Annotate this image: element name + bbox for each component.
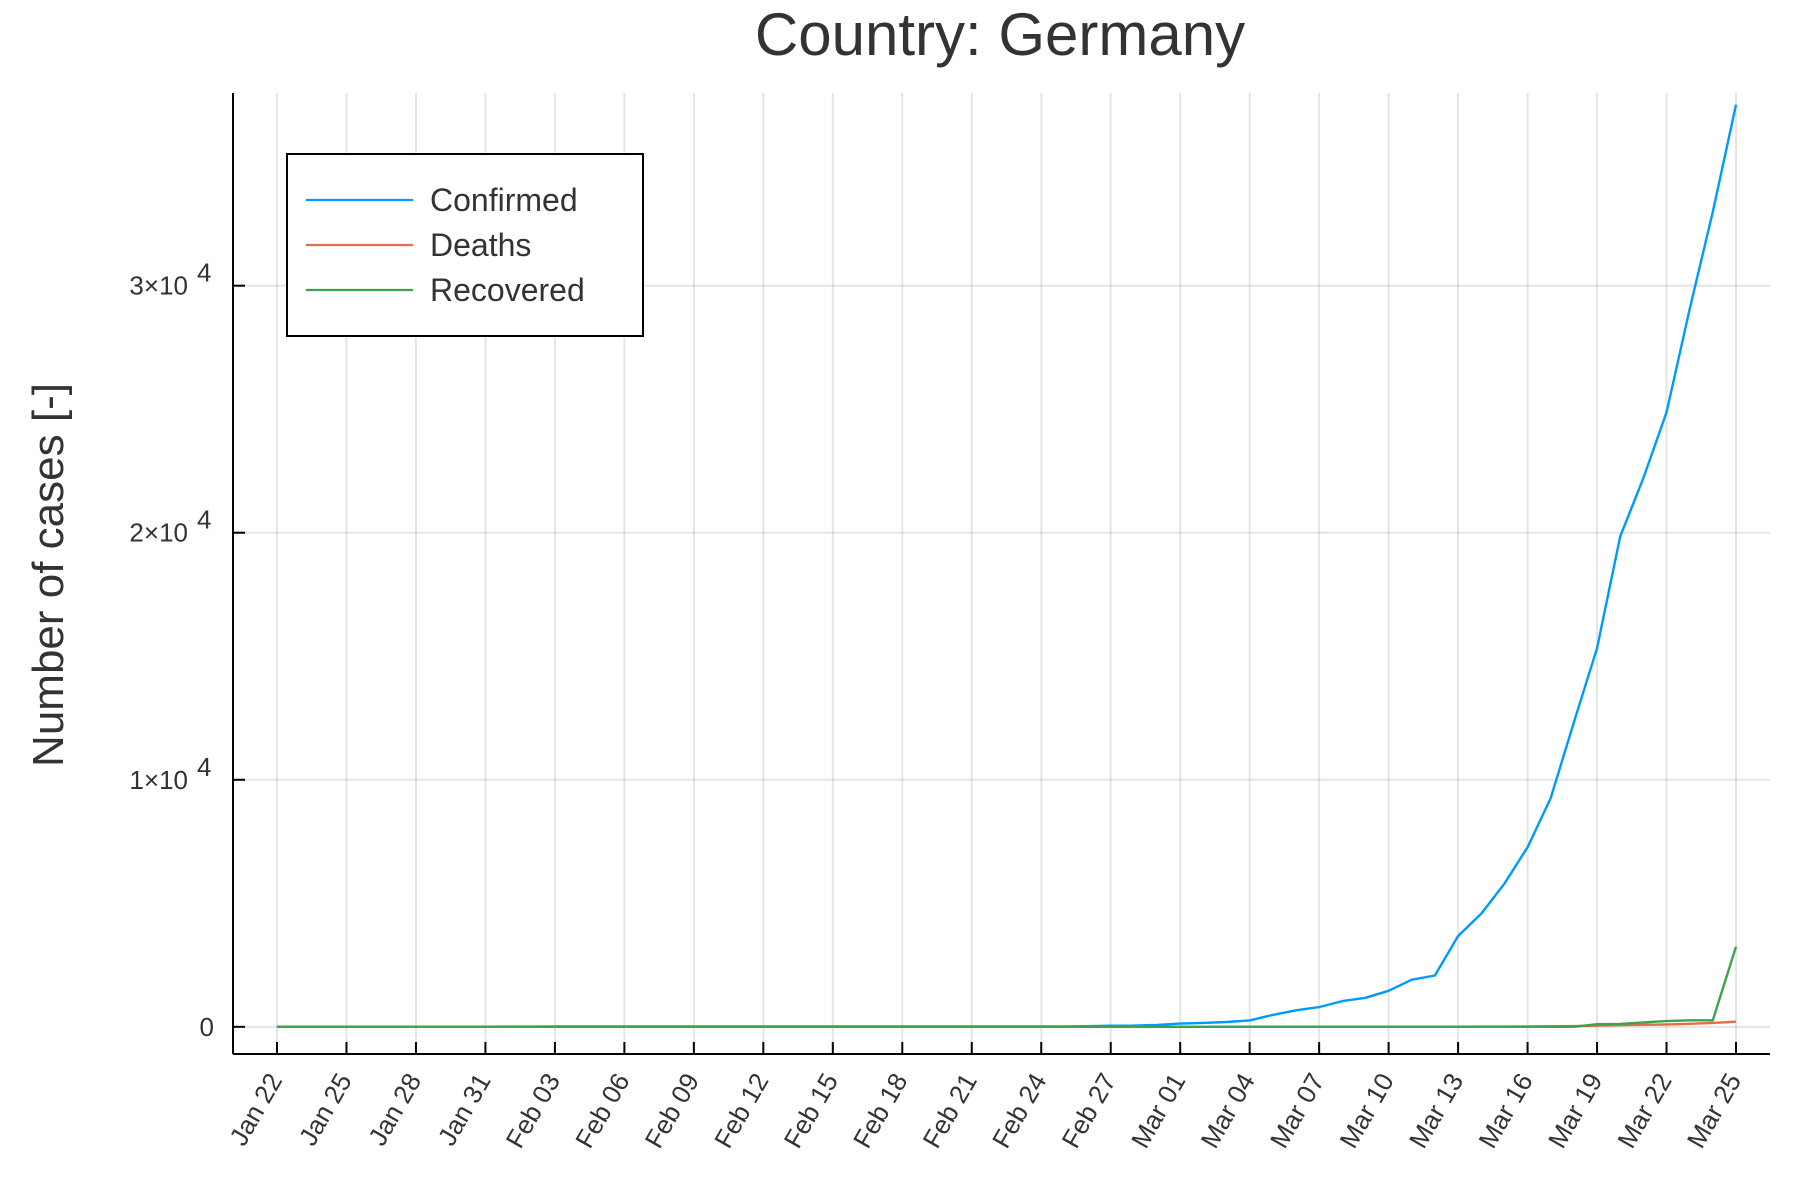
x-tick-label: Mar 10 xyxy=(1333,1068,1399,1153)
series-lines xyxy=(277,104,1738,1029)
x-tick-label: Mar 22 xyxy=(1611,1068,1677,1153)
x-tick-label: Mar 16 xyxy=(1472,1068,1538,1153)
x-tick-label: Jan 25 xyxy=(293,1068,358,1151)
x-tick-label: Jan 31 xyxy=(432,1068,497,1151)
y-tick-exponent: 4 xyxy=(197,752,211,782)
y-tick-exponent: 4 xyxy=(197,505,211,535)
x-tick-label: Mar 01 xyxy=(1125,1068,1191,1153)
x-tick-label: Mar 07 xyxy=(1264,1068,1330,1153)
x-tick-label: Feb 06 xyxy=(569,1068,635,1153)
axes xyxy=(232,93,1770,1055)
x-tick-label: Feb 09 xyxy=(639,1068,705,1153)
x-tick-label: Feb 27 xyxy=(1055,1068,1121,1153)
x-tick-label: Jan 28 xyxy=(362,1068,427,1151)
x-tick-label: Feb 15 xyxy=(778,1068,844,1153)
x-tick-label: Mar 19 xyxy=(1542,1068,1608,1153)
series-line-recovered xyxy=(277,946,1738,1029)
legend-label-confirmed: Confirmed xyxy=(430,182,578,218)
x-tick-label: Feb 18 xyxy=(847,1068,913,1153)
x-tick-label: Mar 25 xyxy=(1681,1068,1747,1153)
y-tick-label: 3×10 xyxy=(129,271,188,301)
x-tick-label: Feb 24 xyxy=(986,1068,1052,1153)
y-tick-label: 0 xyxy=(200,1012,214,1042)
x-tick-label: Feb 12 xyxy=(708,1068,774,1153)
x-tick-label: Mar 04 xyxy=(1194,1068,1260,1153)
x-tick-label: Mar 13 xyxy=(1403,1068,1469,1153)
x-tick-label: Feb 03 xyxy=(500,1068,566,1153)
x-tick-label: Jan 22 xyxy=(223,1068,288,1151)
y-axis-label: Number of cases [-] xyxy=(24,383,73,767)
legend: Confirmed Deaths Recovered xyxy=(286,153,644,337)
y-tick-label: 2×10 xyxy=(129,518,188,548)
legend-label-recovered: Recovered xyxy=(430,272,585,308)
legend-label-deaths: Deaths xyxy=(430,227,531,263)
tick-labels: Jan 22 Jan 25 Jan 28 Jan 31 Feb 03 Feb 06 Feb … xyxy=(129,258,1747,1153)
y-tick-exponent: 4 xyxy=(197,258,211,288)
x-tick-label: Feb 21 xyxy=(917,1068,983,1153)
y-tick-label: 1×10 xyxy=(129,765,188,795)
chart-title: Country: Germany xyxy=(755,1,1245,68)
